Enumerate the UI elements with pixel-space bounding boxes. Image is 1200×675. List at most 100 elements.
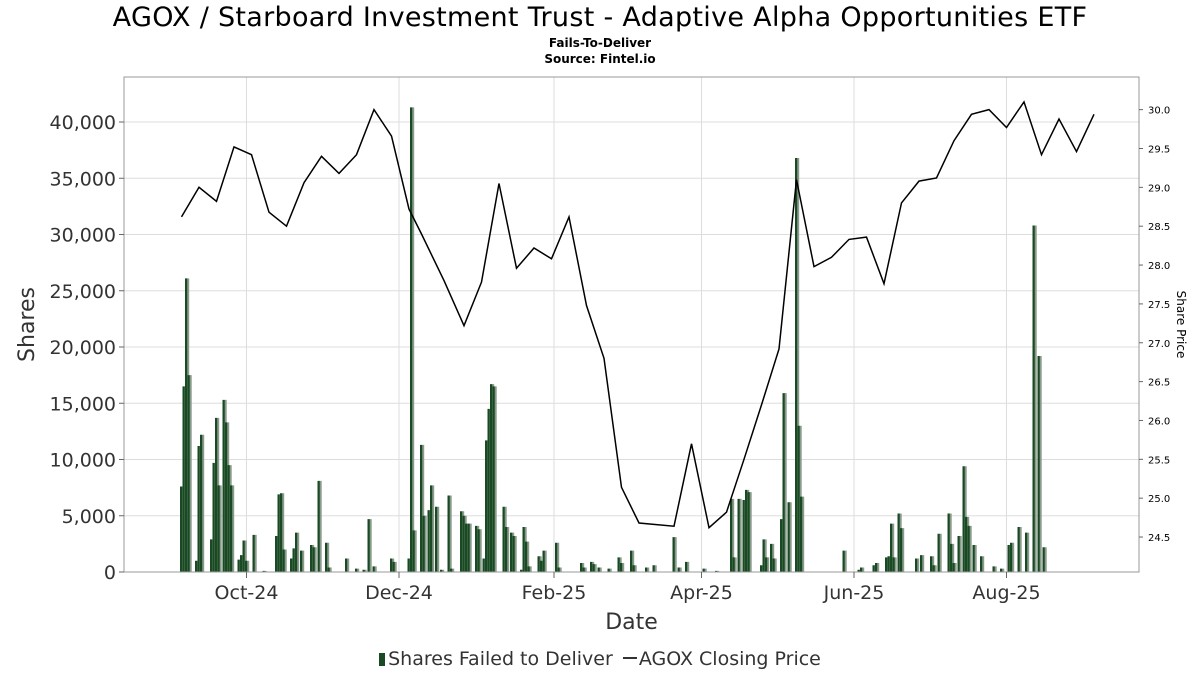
y-tick-label: 35,000 xyxy=(50,168,116,190)
plot-area xyxy=(123,76,1140,573)
ftd-bar xyxy=(407,558,410,572)
ftd-bar xyxy=(702,568,705,572)
ftd-bar xyxy=(677,567,680,572)
legend-item-price[interactable]: AGOX Closing Price xyxy=(622,648,821,670)
x-tick-label: Feb-25 xyxy=(522,582,587,604)
ftd-bar-shade xyxy=(394,561,397,572)
legend-label-price: AGOX Closing Price xyxy=(638,648,821,670)
y-axis-label: Shares xyxy=(15,287,40,362)
ftd-bar xyxy=(730,498,733,572)
ftd-bar xyxy=(590,561,593,572)
ftd-bar xyxy=(772,558,775,572)
ftd-bar xyxy=(780,519,783,572)
ftd-bar xyxy=(510,532,513,572)
ftd-bar-shade xyxy=(452,568,455,572)
ftd-bar xyxy=(460,511,463,572)
ftd-bar-shade xyxy=(189,375,192,572)
ftd-bar xyxy=(447,495,450,572)
ftd-bar-shade xyxy=(622,563,625,572)
ftd-bar-shade xyxy=(1019,527,1022,572)
ftd-bar-shade xyxy=(314,547,317,572)
y2-tick-label: 26.0 xyxy=(1148,416,1170,427)
ftd-bar-shade xyxy=(594,564,597,572)
ftd-bar-shade xyxy=(634,565,637,572)
y2-tick-label: 29.0 xyxy=(1148,183,1170,194)
ftd-bar xyxy=(485,440,488,572)
ftd-bar-shade xyxy=(584,567,587,572)
ftd-bar xyxy=(1017,527,1020,572)
y2-tick-label: 24.5 xyxy=(1148,533,1170,544)
legend-item-ftd[interactable]: Shares Failed to Deliver xyxy=(379,648,613,670)
line-swatch-icon xyxy=(622,657,637,659)
ftd-bar-shade xyxy=(704,568,707,572)
ftd-bar-shade xyxy=(514,536,517,572)
y-tick-label: 40,000 xyxy=(50,112,116,134)
ftd-bar xyxy=(537,556,540,572)
ftd-bar xyxy=(592,564,595,572)
ftd-bar xyxy=(765,557,768,572)
ftd-bar xyxy=(1037,356,1040,572)
ftd-bar-shade xyxy=(247,560,250,572)
ftd-bar xyxy=(782,393,785,572)
ftd-bar xyxy=(362,569,365,572)
ftd-bar xyxy=(597,567,600,572)
ftd-bar-shade xyxy=(347,558,350,572)
ftd-bar-shade xyxy=(442,569,445,572)
ftd-bar xyxy=(930,556,933,572)
x-tick-label: Apr-25 xyxy=(670,582,733,604)
ftd-bar-shade xyxy=(952,543,955,572)
bar-swatch-icon xyxy=(379,653,386,666)
ftd-bar xyxy=(217,485,220,572)
ftd-bar xyxy=(345,558,348,572)
ftd-bar xyxy=(950,543,953,572)
ftd-bar-shade xyxy=(732,498,735,572)
ftd-bar xyxy=(282,549,285,572)
ftd-bar xyxy=(860,567,863,572)
ftd-bar-shade xyxy=(424,515,427,572)
ftd-bar xyxy=(890,523,893,572)
ftd-bar xyxy=(477,529,480,572)
ftd-bar xyxy=(492,386,495,572)
ftd-bar-shade xyxy=(374,566,377,572)
chart-title: AGOX / Starboard Investment Trust - Adap… xyxy=(112,2,1088,33)
ftd-bar-shade xyxy=(764,539,767,572)
ftd-bar xyxy=(412,530,415,572)
ftd-bar xyxy=(467,523,470,572)
bar-series xyxy=(180,107,1047,572)
ftd-bar xyxy=(390,558,393,572)
ftd-bar xyxy=(465,523,468,572)
y-tick-label: 25,000 xyxy=(50,281,116,303)
ftd-bar-shade xyxy=(922,555,925,572)
ftd-bar-shade xyxy=(244,540,247,572)
ftd-bar-shade xyxy=(647,567,650,572)
ftd-bar-shade xyxy=(772,543,775,572)
ftd-bar xyxy=(502,506,505,572)
ftd-bar xyxy=(685,561,688,572)
ftd-bar-shade xyxy=(789,502,792,572)
chart-subtitle: Fails-To-Deliver xyxy=(548,36,652,50)
ftd-bar xyxy=(1000,568,1003,572)
ftd-bar xyxy=(875,563,878,572)
ftd-bar xyxy=(427,510,430,572)
ftd-bar-shade xyxy=(687,561,690,572)
ftd-bar-shade xyxy=(557,542,560,572)
ftd-bar-shade xyxy=(1027,532,1030,572)
ftd-bar xyxy=(742,500,745,572)
ftd-bar-shade xyxy=(917,558,920,572)
ftd-bar-shade xyxy=(479,529,482,572)
ftd-bar-shade xyxy=(369,519,372,572)
ftd-bar xyxy=(645,567,648,572)
ftd-bar xyxy=(965,516,968,572)
ftd-bar-shade xyxy=(202,434,205,572)
ftd-bar xyxy=(732,557,735,572)
ftd-bar-shade xyxy=(959,536,962,572)
ftd-bar xyxy=(892,557,895,572)
ftd-bar xyxy=(632,565,635,572)
ftd-bar xyxy=(392,561,395,572)
ftd-bar-shade xyxy=(1012,542,1015,572)
ftd-bar-shade xyxy=(892,523,895,572)
ftd-bar xyxy=(992,566,995,572)
ftd-bar xyxy=(952,563,955,572)
ftd-bar-shade xyxy=(1039,356,1042,572)
ftd-bar-shade xyxy=(982,556,985,572)
